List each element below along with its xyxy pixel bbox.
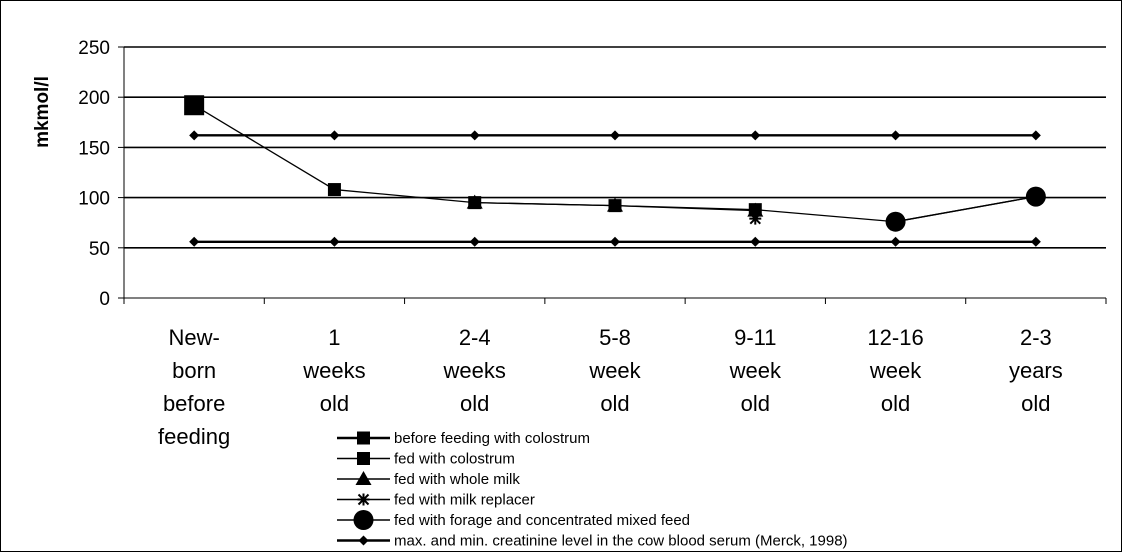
data-point bbox=[750, 236, 761, 247]
data-point bbox=[890, 130, 901, 141]
x-tick-label: 5-8 week old bbox=[588, 325, 641, 416]
data-point bbox=[189, 130, 200, 141]
data-point bbox=[607, 197, 623, 212]
series-6 bbox=[189, 130, 1041, 247]
legend-item: max. and min. creatinine level in the co… bbox=[337, 533, 848, 550]
data-point bbox=[469, 236, 480, 247]
x-tick-label: 12-16 week old bbox=[867, 325, 923, 416]
legend-swatch-marker bbox=[357, 431, 370, 445]
legend-item: fed with forage and concentrated mixed f… bbox=[337, 510, 690, 530]
y-tick-labels: 0 50 100 150 200 250 bbox=[78, 38, 110, 310]
grid-lines bbox=[124, 46, 1106, 249]
data-point bbox=[327, 183, 341, 197]
data-point bbox=[890, 236, 901, 247]
data-point bbox=[747, 202, 764, 217]
legend-item: before feeding with colostrum bbox=[337, 430, 590, 447]
x-tick-label: New-born before feeding bbox=[158, 325, 230, 449]
legend-label: fed with whole milk bbox=[394, 471, 520, 488]
series-line bbox=[895, 195, 1036, 223]
y-tick-label: 150 bbox=[78, 138, 110, 159]
legend-label: fed with colostrum bbox=[394, 451, 515, 468]
legend-swatch-marker bbox=[353, 510, 374, 530]
legend-swatch-marker bbox=[357, 493, 370, 506]
y-axis-label: mkmol/l bbox=[32, 76, 53, 148]
y-tick-label: 200 bbox=[78, 88, 110, 109]
x-tick-label: 9-11 week old bbox=[729, 325, 782, 416]
legend-swatch-marker bbox=[357, 452, 370, 465]
x-tick-labels: New-born before feeding 1 weeks old 2-4 weeks ol… bbox=[158, 325, 1063, 449]
y-tick-label: 0 bbox=[99, 289, 110, 310]
y-tick-label: 50 bbox=[89, 239, 110, 260]
data-point bbox=[1030, 130, 1041, 141]
data-point bbox=[750, 130, 761, 141]
y-tick-label: 250 bbox=[78, 38, 110, 59]
legend: before feeding with colostrum fed with co… bbox=[337, 430, 848, 550]
data-point bbox=[187, 98, 201, 112]
x-tick-label: 1 weeks old bbox=[302, 325, 365, 416]
data-point bbox=[466, 194, 483, 209]
data-point bbox=[885, 211, 906, 232]
legend-swatch-marker bbox=[355, 471, 372, 485]
data-point bbox=[329, 130, 340, 141]
legend-label: before feeding with colostrum bbox=[394, 430, 590, 447]
data-point bbox=[749, 212, 762, 225]
series-3 bbox=[466, 194, 764, 217]
legend-item: fed with milk replacer bbox=[337, 492, 535, 509]
legend-label: fed with forage and concentrated mixed f… bbox=[394, 512, 690, 529]
series-5 bbox=[885, 186, 1046, 232]
legend-label: fed with milk replacer bbox=[394, 492, 535, 509]
axes bbox=[118, 46, 1107, 304]
legend-item: fed with colostrum bbox=[337, 451, 515, 468]
data-point bbox=[610, 130, 620, 141]
y-tick-label: 100 bbox=[78, 189, 110, 210]
data-point bbox=[1030, 236, 1041, 247]
series-lines bbox=[184, 95, 1046, 247]
data-point bbox=[1025, 186, 1046, 207]
x-tick-label: 2-3 years old bbox=[1009, 325, 1063, 416]
legend-item: fed with whole milk bbox=[337, 471, 520, 488]
data-point bbox=[469, 130, 480, 141]
series-4 bbox=[749, 212, 762, 225]
legend-swatch-marker bbox=[358, 535, 369, 546]
data-point bbox=[610, 236, 620, 247]
data-point bbox=[329, 236, 340, 247]
data-point bbox=[189, 236, 200, 247]
x-tick-label: 2-4 weeks old bbox=[443, 325, 506, 416]
legend-label: max. and min. creatinine level in the co… bbox=[394, 533, 848, 550]
